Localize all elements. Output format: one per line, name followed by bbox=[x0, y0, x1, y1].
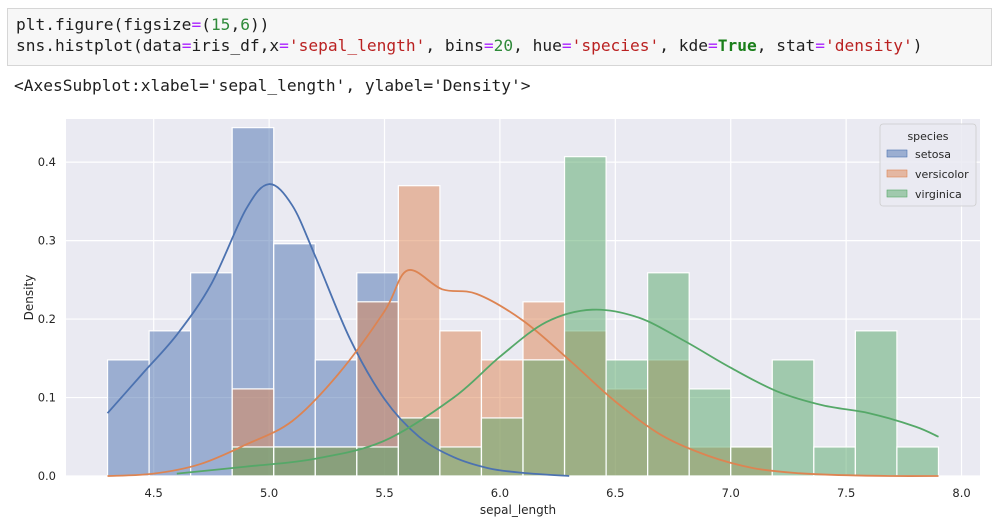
histogram-bar-virginica bbox=[605, 359, 649, 477]
histogram-bar-virginica bbox=[563, 156, 607, 477]
code-token: ( bbox=[201, 15, 211, 34]
x-axis-label: sepal_length bbox=[480, 503, 556, 517]
code-token: 20 bbox=[493, 36, 514, 55]
legend-label-versicolor: versicolor bbox=[915, 168, 969, 181]
code-token: = bbox=[483, 36, 494, 55]
legend-swatch-setosa bbox=[886, 149, 908, 158]
code-token: , bins bbox=[425, 36, 484, 55]
histogram-bar-setosa bbox=[148, 330, 192, 477]
code-line-1: plt.figure(figsize=(15,6)) bbox=[16, 14, 991, 35]
code-token: , bbox=[230, 15, 241, 34]
histogram-bar-virginica bbox=[896, 446, 940, 477]
code-token: 15 bbox=[210, 15, 231, 34]
code-token: iris_df,x bbox=[191, 36, 280, 55]
kde-line-virginica bbox=[176, 308, 939, 475]
y-axis-label: Density bbox=[22, 275, 36, 321]
code-token: , kde bbox=[659, 36, 709, 55]
x-tick-label: 6.0 bbox=[491, 486, 509, 500]
y-tick-label: 0.1 bbox=[38, 391, 56, 405]
x-tick-label: 6.5 bbox=[606, 486, 624, 500]
histogram-bar-setosa bbox=[106, 359, 150, 477]
code-token: , hue bbox=[513, 36, 562, 55]
code-cell-input[interactable]: plt.figure(figsize=(15,6)) sns.histplot(… bbox=[7, 8, 992, 66]
x-tick-label: 4.5 bbox=[145, 486, 163, 500]
histogram-bar-setosa bbox=[273, 243, 316, 477]
histogram-bar-setosa bbox=[190, 272, 233, 477]
code-token: 'species' bbox=[571, 36, 660, 55]
histogram-bar-virginica bbox=[730, 446, 773, 477]
legend-box bbox=[879, 123, 977, 207]
code-token: = bbox=[708, 36, 718, 55]
histogram-bar-virginica bbox=[647, 272, 690, 477]
legend-title: species bbox=[907, 130, 948, 143]
histogram-bar-virginica bbox=[854, 330, 898, 477]
code-token: plt.figure(figsize bbox=[16, 15, 192, 34]
y-tick-label: 0.2 bbox=[38, 312, 56, 326]
code-token: 'sepal_length' bbox=[288, 36, 426, 55]
code-token: True bbox=[717, 36, 757, 55]
histogram-bar-virginica bbox=[688, 388, 732, 477]
code-token: ) bbox=[912, 36, 923, 55]
legend-swatch-virginica bbox=[886, 189, 908, 198]
code-token: sns.histplot(data bbox=[16, 36, 182, 55]
histogram-bar-virginica bbox=[231, 446, 275, 477]
x-tick-label: 5.0 bbox=[260, 486, 278, 500]
kde-line-setosa bbox=[106, 183, 570, 477]
code-token: 'density' bbox=[825, 36, 913, 55]
y-tick-label: 0.3 bbox=[38, 234, 56, 248]
cell-output-text: <AxesSubplot:xlabel='sepal_length', ylab… bbox=[14, 76, 531, 95]
histogram-bar-virginica bbox=[813, 446, 856, 477]
y-tick-label: 0.4 bbox=[38, 155, 56, 169]
legend-label-setosa: setosa bbox=[915, 148, 951, 161]
code-token: = bbox=[561, 36, 572, 55]
x-tick-label: 7.0 bbox=[722, 486, 740, 500]
code-token: = bbox=[191, 15, 202, 34]
kde-line-versicolor bbox=[107, 269, 939, 477]
x-tick-label: 8.0 bbox=[952, 486, 970, 500]
legend-label-virginica: virginica bbox=[915, 188, 962, 201]
histogram-bar-virginica bbox=[771, 359, 815, 477]
code-token: )) bbox=[249, 15, 270, 34]
code-line-2: sns.histplot(data=iris_df,x='sepal_lengt… bbox=[16, 35, 991, 56]
code-token: = bbox=[181, 36, 192, 55]
histogram-bar-virginica bbox=[439, 446, 483, 477]
code-token: , stat bbox=[756, 36, 816, 55]
x-tick-label: 5.5 bbox=[375, 486, 393, 500]
code-token: 6 bbox=[240, 15, 250, 34]
legend-swatch-versicolor bbox=[886, 169, 908, 178]
y-tick-label: 0.0 bbox=[38, 469, 56, 483]
code-token: = bbox=[279, 36, 289, 55]
code-token: = bbox=[815, 36, 825, 55]
histogram-bar-virginica bbox=[522, 359, 566, 477]
x-tick-label: 7.5 bbox=[837, 486, 855, 500]
histogram-bar-virginica bbox=[356, 446, 399, 477]
